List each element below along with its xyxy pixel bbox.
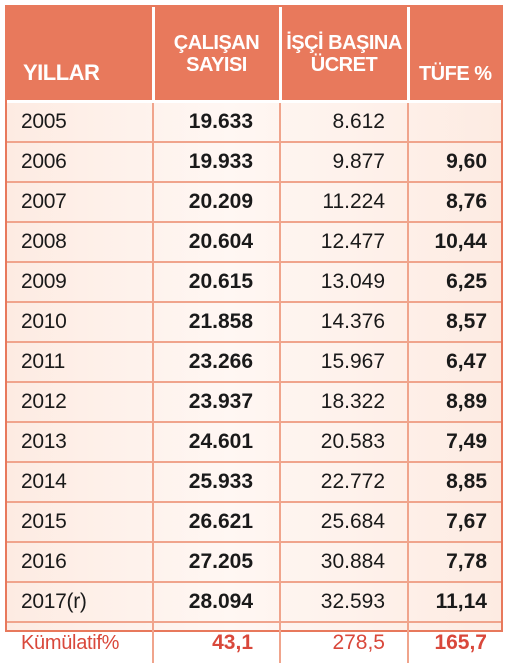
cell-year: 2012: [7, 382, 153, 422]
cell-wage: 30.884: [280, 542, 408, 582]
data-table: YILLAR ÇALIŞAN SAYISI İŞÇİ BAŞINA ÜCRET …: [7, 7, 501, 663]
cell-wage: 9.877: [280, 142, 408, 182]
cell-workers: 25.933: [153, 462, 280, 502]
cell-workers: 23.266: [153, 342, 280, 382]
cell-year: 2009: [7, 262, 153, 302]
cell-year: 2015: [7, 502, 153, 542]
cell-cpi: 7,49: [408, 422, 501, 462]
cell-cpi: 9,60: [408, 142, 501, 182]
cell-workers: 20.209: [153, 182, 280, 222]
cell-wage: 20.583: [280, 422, 408, 462]
cell-wage: 8.612: [280, 102, 408, 143]
cell-wage: 15.967: [280, 342, 408, 382]
summary-label: Kümülatif%: [7, 622, 153, 663]
cell-year: 2010: [7, 302, 153, 342]
header-wage: İŞÇİ BAŞINA ÜCRET: [280, 7, 408, 102]
cell-cpi: 7,67: [408, 502, 501, 542]
cell-cpi: 10,44: [408, 222, 501, 262]
header-workers: ÇALIŞAN SAYISI: [153, 7, 280, 102]
cell-cpi: 8,85: [408, 462, 501, 502]
header-wage-line-2: ÜCRET: [282, 54, 407, 76]
cell-wage: 32.593: [280, 582, 408, 622]
cell-year: 2008: [7, 222, 153, 262]
header-wage-line-1: İŞÇİ BAŞINA: [282, 32, 407, 54]
cell-cpi: 8,89: [408, 382, 501, 422]
cell-workers: 21.858: [153, 302, 280, 342]
cell-year: 2007: [7, 182, 153, 222]
header-row: YILLAR ÇALIŞAN SAYISI İŞÇİ BAŞINA ÜCRET …: [7, 7, 501, 102]
header-workers-line-2: SAYISI: [155, 54, 279, 76]
cell-year: 2014: [7, 462, 153, 502]
cell-cpi: 7,78: [408, 542, 501, 582]
cell-year: 2011: [7, 342, 153, 382]
cell-workers: 27.205: [153, 542, 280, 582]
cell-workers: 23.937: [153, 382, 280, 422]
cell-wage: 13.049: [280, 262, 408, 302]
cell-workers: 24.601: [153, 422, 280, 462]
summary-workers: 43,1: [153, 622, 280, 663]
cell-year: 2005: [7, 102, 153, 143]
summary-wage: 278,5: [280, 622, 408, 663]
cell-workers: 28.094: [153, 582, 280, 622]
cell-year: 2016: [7, 542, 153, 582]
cell-workers: 19.933: [153, 142, 280, 182]
cell-year: 2013: [7, 422, 153, 462]
cell-year: 2006: [7, 142, 153, 182]
cell-cpi: 8,57: [408, 302, 501, 342]
cell-cpi: [408, 102, 501, 143]
summary-cpi: 165,7: [408, 622, 501, 663]
cell-workers: 20.615: [153, 262, 280, 302]
cell-cpi: 11,14: [408, 582, 501, 622]
cell-workers: 19.633: [153, 102, 280, 143]
data-table-container: YILLAR ÇALIŞAN SAYISI İŞÇİ BAŞINA ÜCRET …: [5, 5, 503, 632]
table-header: YILLAR ÇALIŞAN SAYISI İŞÇİ BAŞINA ÜCRET …: [7, 7, 501, 102]
cell-year: 2017(r): [7, 582, 153, 622]
cell-wage: 14.376: [280, 302, 408, 342]
summary-row: Kümülatif% 43,1 278,5 165,7: [7, 622, 501, 663]
cell-cpi: 8,76: [408, 182, 501, 222]
cell-workers: 20.604: [153, 222, 280, 262]
cell-cpi: 6,47: [408, 342, 501, 382]
header-years: YILLAR: [7, 7, 153, 102]
cell-wage: 11.224: [280, 182, 408, 222]
header-workers-line-1: ÇALIŞAN: [155, 32, 279, 54]
cell-wage: 22.772: [280, 462, 408, 502]
header-cpi: TÜFE %: [408, 7, 501, 102]
cell-wage: 18.322: [280, 382, 408, 422]
cell-workers: 26.621: [153, 502, 280, 542]
cell-wage: 12.477: [280, 222, 408, 262]
cell-wage: 25.684: [280, 502, 408, 542]
cell-cpi: 6,25: [408, 262, 501, 302]
